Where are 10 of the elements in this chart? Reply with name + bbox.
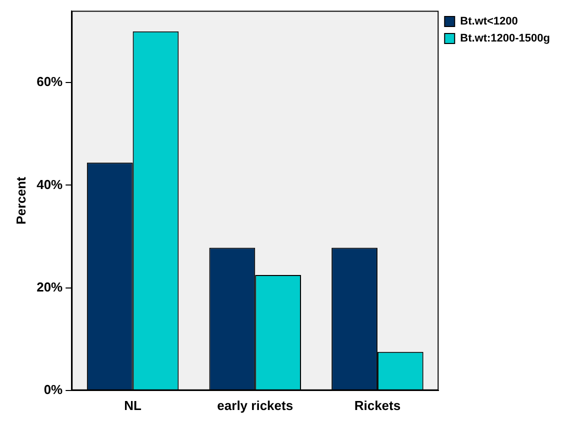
x-tick-label: early rickets <box>217 398 294 413</box>
y-tick-label: 60% <box>36 74 64 90</box>
x-tick-label: NL <box>124 398 142 413</box>
y-tick-label: 0% <box>44 382 64 397</box>
y-tick-label: 40% <box>36 176 64 192</box>
y-tick-label: 20% <box>36 279 64 294</box>
legend-label: Bt.wt<1200 <box>460 16 518 28</box>
x-tick-label: Rickets <box>354 398 401 413</box>
legend-label: Bt.wt:1200-1500g <box>460 32 550 45</box>
y-axis-title: Percent <box>13 176 28 224</box>
